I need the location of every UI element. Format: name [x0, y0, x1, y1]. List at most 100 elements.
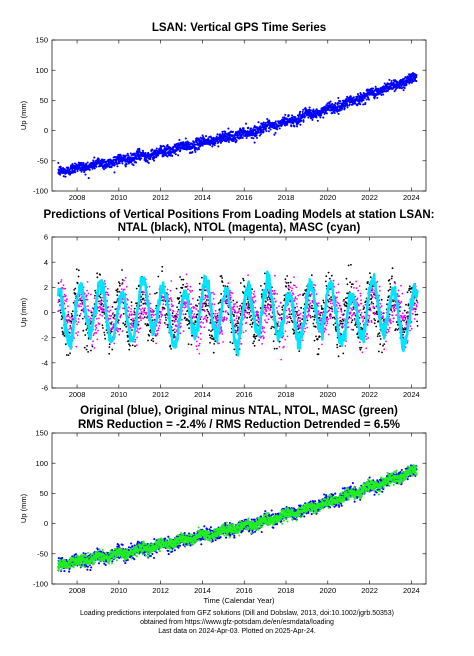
- gps-point: [155, 147, 158, 150]
- gps-point: [196, 148, 199, 151]
- ntal-point: [319, 314, 322, 317]
- ntal-point: [290, 313, 293, 316]
- ntal-point: [297, 316, 300, 319]
- gps-point: [144, 151, 147, 155]
- ntal-point: [363, 317, 366, 320]
- y-tick-label: 0: [44, 126, 48, 135]
- ntol-point: [90, 317, 93, 320]
- ntol-point: [244, 315, 247, 318]
- ntol-point: [248, 313, 251, 316]
- ntol-point: [86, 298, 89, 301]
- ntal-point: [172, 323, 174, 326]
- ntal-point: [177, 298, 180, 301]
- ntol-point: [284, 338, 287, 341]
- ntal-point: [208, 313, 211, 316]
- gps-point: [333, 111, 336, 115]
- ntol-point: [298, 314, 301, 316]
- ntal-point: [383, 343, 386, 345]
- ntol-point: [61, 287, 64, 289]
- gps-point: [227, 140, 230, 144]
- ntol-point: [226, 304, 229, 307]
- ntal-point: [128, 343, 130, 346]
- ntol-point: [212, 291, 214, 294]
- ntol-point: [101, 308, 104, 311]
- ntol-point: [118, 328, 120, 330]
- ntol-point: [205, 318, 208, 321]
- ntal-point: [130, 318, 133, 321]
- ntol-point: [141, 307, 144, 310]
- ntol-point: [208, 311, 210, 314]
- ntal-point: [96, 272, 98, 275]
- ntol-point: [127, 299, 129, 301]
- ntal-point: [232, 299, 235, 302]
- gps-point: [302, 120, 305, 123]
- ntol-point: [276, 311, 279, 314]
- ntol-point: [197, 310, 200, 312]
- y-axis-label: Up (mm): [19, 100, 28, 130]
- ntal-point: [201, 308, 204, 311]
- gps-point: [322, 116, 325, 119]
- ntol-point: [247, 274, 250, 276]
- ntol-point: [268, 304, 271, 306]
- ntal-point: [388, 279, 391, 281]
- ntol-point: [295, 312, 298, 315]
- ntol-point: [109, 309, 112, 312]
- ntol-point: [65, 298, 68, 301]
- ntol-point: [139, 308, 142, 311]
- ntal-point: [118, 282, 121, 285]
- ntal-point: [94, 289, 96, 292]
- ntol-point: [253, 290, 256, 293]
- ntol-point: [220, 330, 223, 333]
- ntal-point: [341, 318, 344, 321]
- ntol-point: [86, 281, 89, 283]
- ntal-point: [372, 285, 374, 288]
- gps-point: [274, 120, 277, 123]
- ntol-point: [338, 320, 341, 323]
- ntal-point: [414, 313, 417, 316]
- ntol-point: [127, 310, 130, 313]
- ntal-point: [154, 292, 156, 295]
- ntal-point: [103, 331, 106, 334]
- ntol-point: [361, 316, 363, 319]
- ntal-point: [85, 348, 88, 351]
- gps-point: [301, 112, 305, 115]
- ntol-point: [86, 294, 88, 297]
- ntol-point: [308, 304, 311, 307]
- ntol-point: [157, 329, 160, 332]
- ntal-point: [300, 306, 303, 309]
- ntol-point: [117, 330, 119, 333]
- gps-point: [187, 141, 191, 144]
- x-tick-label: 2016: [236, 193, 253, 202]
- gps-point: [337, 96, 340, 100]
- gps-point: [253, 141, 256, 144]
- gps-point: [166, 144, 169, 147]
- ntal-point: [125, 325, 128, 328]
- ntal-point: [249, 323, 252, 326]
- ntal-point: [246, 316, 249, 319]
- gps-point: [169, 154, 172, 157]
- ntol-point: [306, 326, 309, 329]
- ntal-point: [207, 304, 209, 307]
- gps-point: [256, 127, 259, 130]
- ntal-point: [226, 285, 229, 288]
- ntol-point: [159, 322, 162, 325]
- ntol-point: [57, 310, 60, 313]
- ntol-point: [340, 307, 342, 310]
- ntol-point: [200, 316, 203, 318]
- ntal-point: [186, 318, 188, 320]
- gps-point: [308, 106, 311, 109]
- ntal-point: [337, 355, 340, 358]
- ntal-point: [208, 329, 210, 331]
- gps-point: [293, 124, 296, 128]
- gps-point: [388, 78, 391, 81]
- ntol-point: [243, 313, 246, 316]
- ntol-point: [109, 322, 111, 324]
- ntal-point: [290, 317, 292, 320]
- ntal-point: [108, 346, 111, 348]
- ntol-point: [263, 331, 266, 334]
- ntal-point: [260, 293, 263, 296]
- chart-title: Predictions of Vertical Positions From L…: [43, 209, 434, 221]
- ntol-point: [220, 329, 223, 331]
- ntal-point: [115, 301, 118, 303]
- ntol-point: [358, 304, 360, 307]
